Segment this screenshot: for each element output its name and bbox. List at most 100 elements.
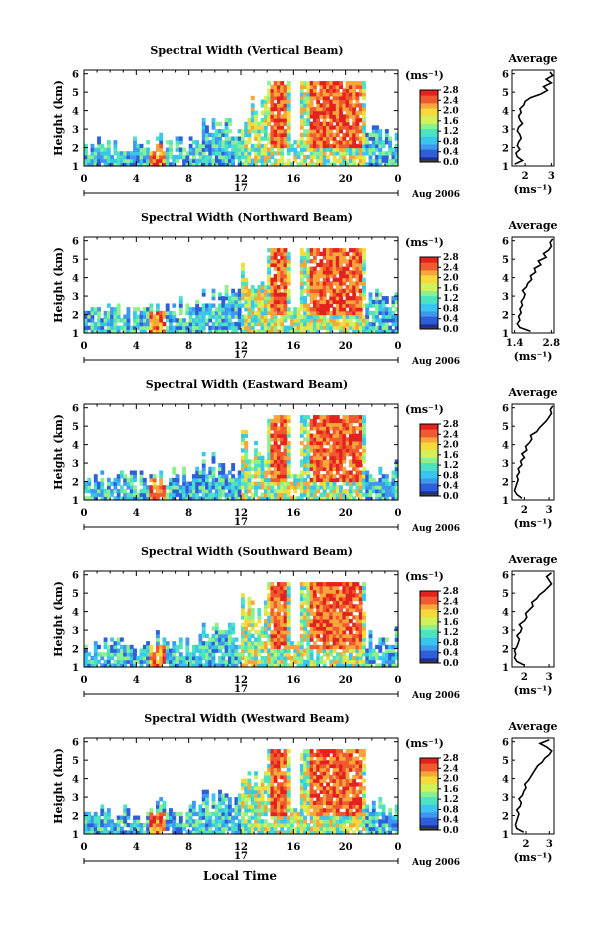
heatmap-cell <box>352 84 357 90</box>
heatmap-cell <box>352 329 357 334</box>
heatmap-cell <box>312 329 317 334</box>
colorbar-segment <box>420 436 438 440</box>
heatmap-cell <box>237 310 242 316</box>
heatmap-cell <box>329 433 334 438</box>
heatmap-cell <box>290 481 294 486</box>
heatmap-cell <box>244 615 249 620</box>
heatmap-cell <box>352 136 357 141</box>
heatmap-cell <box>234 136 239 141</box>
heatmap-cell <box>299 99 304 104</box>
heatmap-cell <box>276 452 281 457</box>
heatmap-cell <box>227 630 232 635</box>
heatmap-cell <box>345 604 350 609</box>
heatmap-cell <box>106 321 111 327</box>
heatmap-cell <box>332 437 337 442</box>
heatmap-cell <box>355 303 360 308</box>
heatmap-cell <box>234 492 239 497</box>
heatmap-cell <box>254 118 258 123</box>
heatmap-cell <box>146 151 151 156</box>
heatmap-cell <box>306 325 311 330</box>
heatmap-cell <box>155 822 160 828</box>
heatmap-cell <box>309 259 314 264</box>
heatmap-cell <box>276 589 281 594</box>
heatmap-cell <box>280 633 285 639</box>
heatmap-cell <box>175 492 180 497</box>
heatmap-cell <box>322 314 327 319</box>
heatmap-cell <box>260 285 265 290</box>
heatmap-cell <box>221 644 226 650</box>
heatmap-cell <box>224 143 229 149</box>
heatmap-cell <box>299 600 304 605</box>
heatmap-cell <box>205 132 209 138</box>
heatmap-cell <box>244 162 249 167</box>
heatmap-cell <box>326 466 330 472</box>
heatmap-cell <box>309 604 314 609</box>
heatmap-cell <box>126 830 131 835</box>
heatmap-cell <box>329 463 334 468</box>
heatmap-cell <box>319 448 324 453</box>
heatmap-cell <box>201 663 206 668</box>
heatmap-cell <box>224 292 229 297</box>
heatmap-cell <box>267 626 272 631</box>
heatmap-cell <box>339 433 343 438</box>
heatmap-cell <box>276 630 281 635</box>
heatmap-cell <box>84 485 88 490</box>
heatmap-cell <box>133 663 137 668</box>
heatmap-cell <box>172 819 177 824</box>
heatmap-cell <box>322 619 327 624</box>
heatmap-cell <box>312 95 317 101</box>
colorbar-segment <box>420 647 438 651</box>
heatmap-cell <box>139 492 144 497</box>
heatmap-cell <box>227 641 232 646</box>
heatmap-cell <box>362 325 366 330</box>
heatmap-cell <box>276 459 281 464</box>
heatmap-cell <box>326 140 330 145</box>
heatmap-cell <box>362 619 366 624</box>
heatmap-cell <box>195 470 200 475</box>
heatmap-cell <box>267 277 272 282</box>
heatmap-cell <box>326 129 330 134</box>
heatmap-cell <box>358 110 363 115</box>
heatmap-cell <box>273 600 278 605</box>
heatmap-cell <box>250 474 255 479</box>
heatmap-cell <box>218 641 222 646</box>
heatmap-cell <box>162 655 167 661</box>
heatmap-cell <box>362 255 366 260</box>
heatmap-cell <box>224 663 229 668</box>
heatmap-cell <box>146 644 151 650</box>
heatmap-cell <box>100 151 105 156</box>
heatmap-cell <box>84 648 88 653</box>
heatmap-cell <box>309 288 314 293</box>
heatmap-cell <box>84 644 88 650</box>
heatmap-cell <box>195 307 200 312</box>
heatmap-cell <box>348 488 353 494</box>
heatmap-cell <box>267 99 272 104</box>
date-label: Aug 2006 <box>411 691 460 701</box>
heatmap-cell <box>254 299 258 305</box>
heatmap-cell <box>299 106 304 112</box>
heatmap-cell <box>381 143 386 149</box>
heatmap-cell <box>133 470 137 475</box>
heatmap-cell <box>280 648 285 653</box>
heatmap-cell <box>172 663 177 668</box>
heatmap-cell <box>191 488 196 494</box>
heatmap-cell <box>244 477 249 483</box>
heatmap-cell <box>267 596 272 602</box>
heatmap-cell <box>227 488 232 494</box>
colorbar-segment <box>420 634 438 638</box>
heatmap-cell <box>283 448 288 453</box>
heatmap-cell <box>178 492 183 497</box>
heatmap-cell <box>247 644 252 650</box>
heatmap-cell <box>378 496 383 501</box>
heatmap-cell <box>322 99 327 104</box>
heatmap-cell <box>214 485 219 490</box>
heatmap-cell <box>365 488 370 494</box>
heatmap-cell <box>299 329 304 334</box>
heatmap-cell <box>362 151 366 156</box>
heatmap-cell <box>172 477 177 483</box>
heatmap-cell <box>306 248 311 253</box>
heatmap-cell <box>247 158 252 163</box>
heatmap-cell <box>231 641 236 646</box>
heatmap-cell <box>326 607 330 613</box>
heatmap-cell <box>276 248 281 253</box>
